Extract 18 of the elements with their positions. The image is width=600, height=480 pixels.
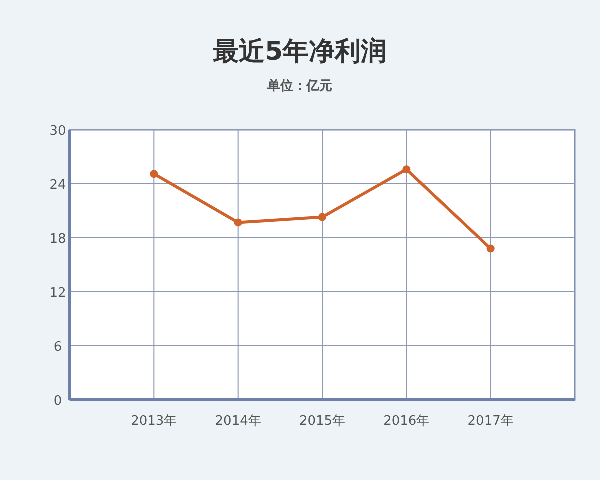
chart-subtitle: 单位：亿元 [266, 78, 332, 94]
point [150, 170, 158, 178]
y-tick-label: 6 [54, 340, 62, 355]
y-tick-label: 0 [54, 394, 62, 409]
x-tick-label: 2016年 [384, 414, 430, 429]
y-tick-label: 30 [50, 124, 66, 139]
x-tick-label: 2017年 [468, 414, 514, 429]
point [234, 218, 242, 227]
y-tick-label: 12 [50, 286, 66, 301]
x-tick-label: 2015年 [299, 414, 346, 429]
x-tick-label: 2013年 [131, 414, 178, 429]
point [486, 244, 495, 253]
y-tick-label: 18 [50, 232, 66, 247]
y-tick-label: 24 [50, 178, 66, 193]
chart-title: 最近5年净利润 [212, 37, 388, 67]
point [402, 166, 411, 174]
x-tick-label: 2014年 [215, 414, 262, 429]
point [318, 213, 326, 222]
